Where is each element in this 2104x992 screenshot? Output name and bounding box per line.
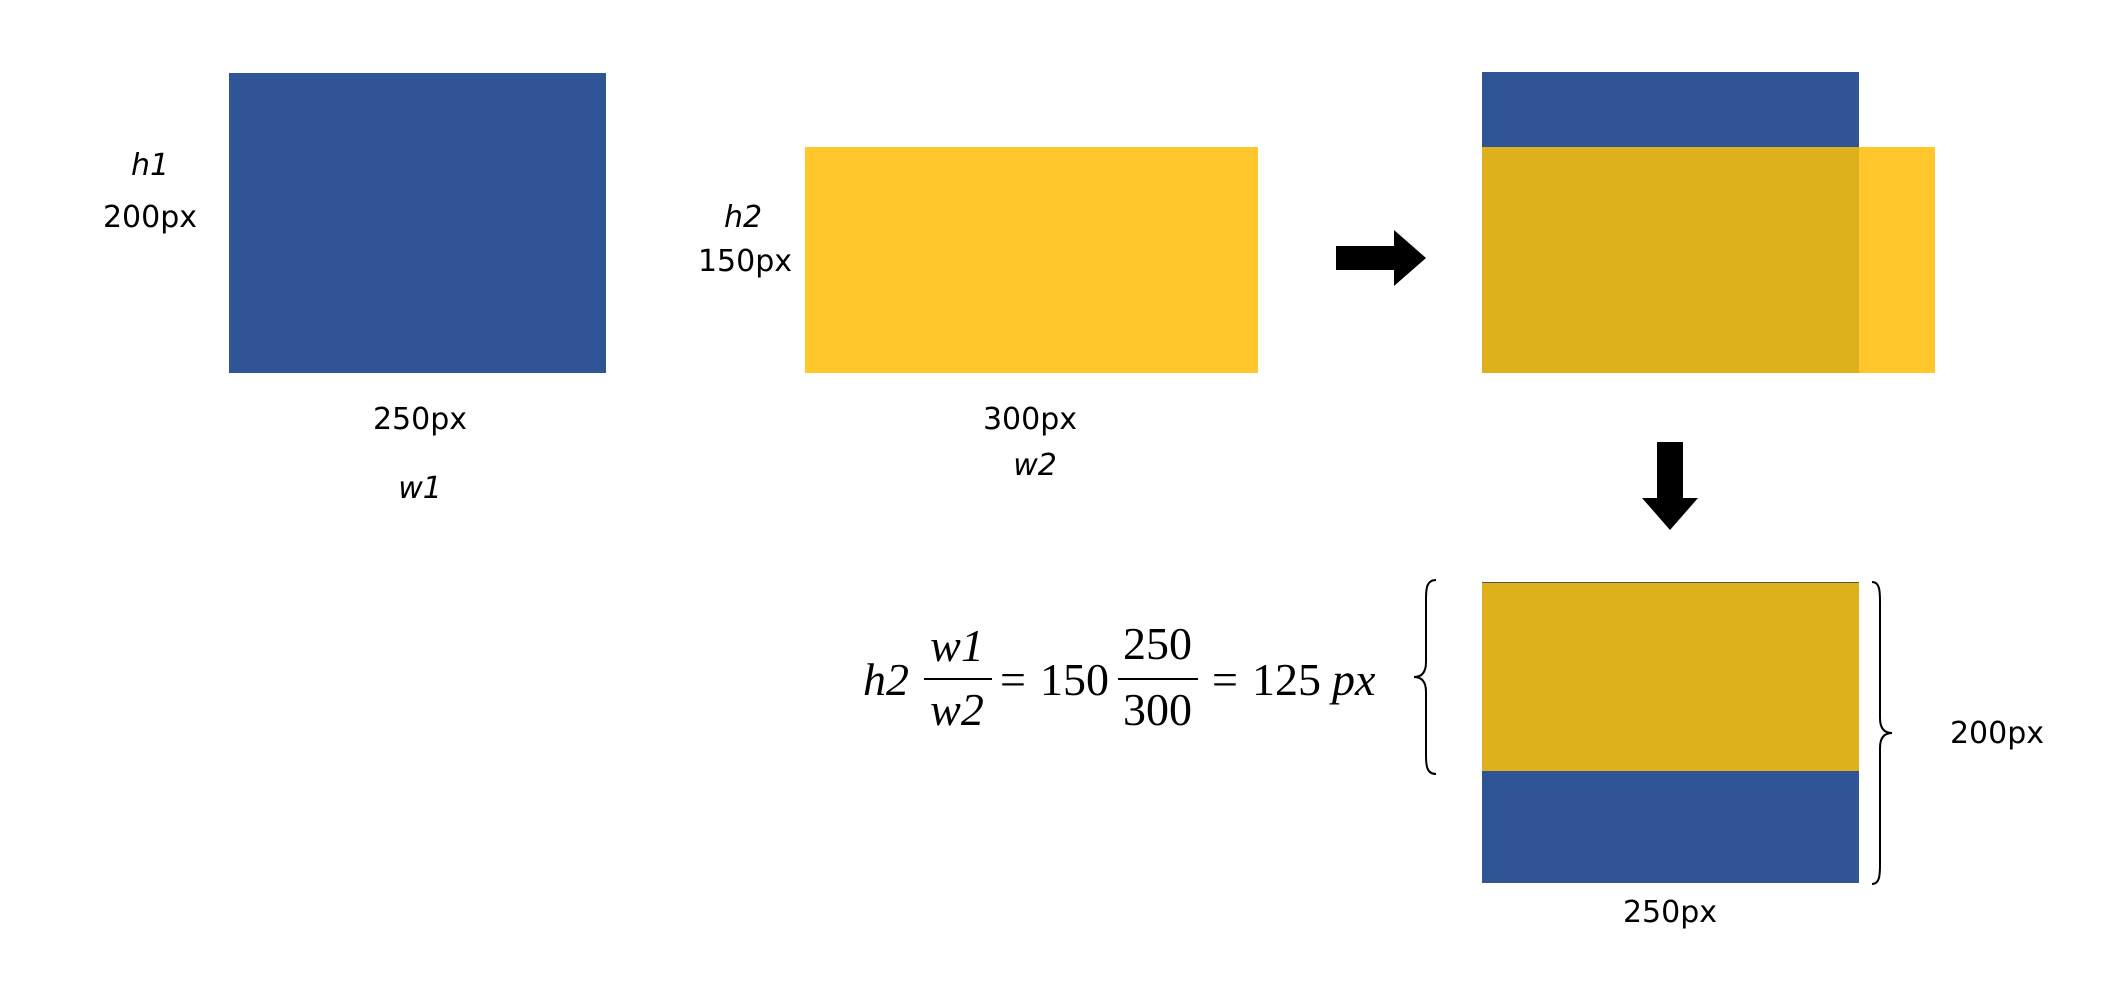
- result-height-label: 200px: [1949, 716, 2045, 751]
- h1-value-label: 200px: [102, 200, 198, 235]
- h2-variable-label: h2: [723, 200, 763, 235]
- w1-value-label: 250px: [372, 402, 468, 437]
- formula-unit: px: [1332, 654, 1376, 705]
- formula-frac1-denominator: w2: [930, 684, 984, 735]
- formula-equals-2: =: [1212, 654, 1238, 705]
- w2-value-label: 300px: [982, 402, 1078, 437]
- scaled-height-formula: h2 w1 w2 = 150 250 300 = 125 px: [860, 615, 1400, 745]
- result-width-label: 250px: [1622, 895, 1718, 930]
- blue-rectangle-w1-h1: [229, 73, 606, 373]
- w2-variable-label: w2: [1013, 448, 1057, 483]
- overlay-intersection-region: [1482, 147, 1859, 373]
- left-brace: [1413, 579, 1437, 775]
- right-brace: [1871, 581, 1893, 885]
- formula-frac1-numerator: w1: [930, 620, 984, 671]
- formula-frac2-denominator: 300: [1123, 684, 1192, 735]
- formula-equals-1: =: [1000, 654, 1026, 705]
- formula-frac2-bar: [1118, 678, 1198, 680]
- formula-frac2-numerator: 250: [1123, 618, 1192, 669]
- arrow-right-icon: [1336, 230, 1426, 286]
- formula-result: 125: [1252, 654, 1321, 705]
- formula-h2: h2: [863, 654, 909, 705]
- h1-variable-label: h1: [130, 148, 170, 183]
- formula-coefficient: 150: [1040, 654, 1109, 705]
- result-scaled-yellow-rectangle: [1482, 582, 1859, 771]
- h2-value-label: 150px: [697, 244, 793, 279]
- yellow-rectangle-w2-h2: [805, 147, 1258, 373]
- formula-frac1-bar: [924, 678, 992, 680]
- w1-variable-label: w1: [398, 471, 442, 506]
- arrow-down-icon: [1642, 442, 1698, 530]
